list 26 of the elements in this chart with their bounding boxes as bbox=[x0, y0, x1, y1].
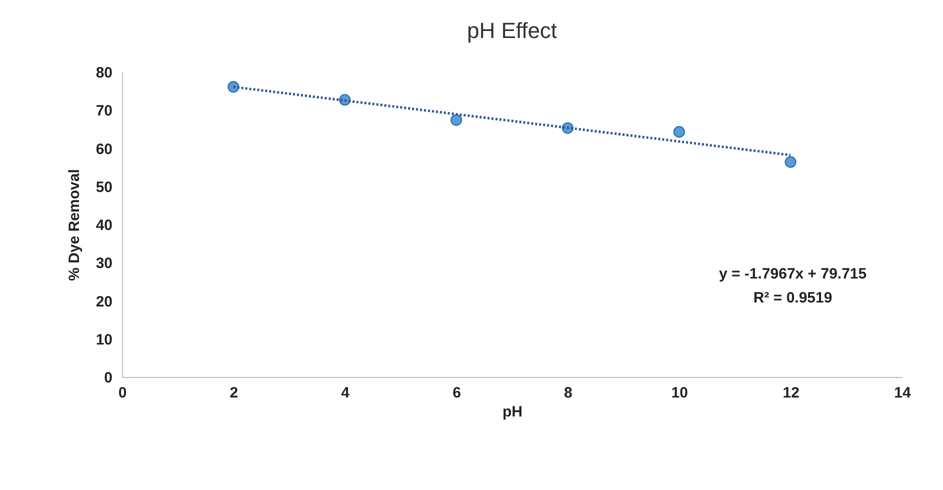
x-tick-label: 2 bbox=[230, 384, 238, 402]
x-tick-label: 4 bbox=[341, 384, 350, 402]
chart-title: pH Effect bbox=[466, 18, 558, 43]
x-tick-label: 0 bbox=[118, 384, 127, 402]
y-tick-label: 0 bbox=[104, 370, 112, 386]
y-tick-label: 80 bbox=[96, 64, 112, 82]
x-tick-label: 10 bbox=[671, 384, 688, 402]
x-tick-label: 8 bbox=[564, 384, 572, 402]
x-axis-title: pH bbox=[502, 404, 522, 420]
x-tick-label: 14 bbox=[894, 384, 912, 402]
y-tick-label: 40 bbox=[96, 217, 112, 234]
annotation: y = -1.7967x + 79.715 bbox=[718, 265, 867, 282]
point bbox=[450, 114, 462, 126]
point bbox=[673, 126, 685, 138]
y-tick-label: 50 bbox=[96, 178, 112, 196]
annotation: R² = 0.9519 bbox=[753, 289, 832, 306]
y-tick-label: 70 bbox=[96, 102, 112, 120]
x-tick-label: 12 bbox=[782, 384, 800, 402]
x-tick-label: 6 bbox=[452, 384, 461, 402]
point bbox=[784, 156, 796, 168]
point bbox=[228, 81, 240, 93]
y-tick-label: 10 bbox=[96, 331, 112, 348]
y-tick-label: 60 bbox=[96, 140, 112, 158]
y-tick-label: 20 bbox=[96, 293, 112, 310]
y-axis-title: % Dye Removal bbox=[66, 169, 83, 281]
y-tick-label: 30 bbox=[96, 255, 112, 272]
